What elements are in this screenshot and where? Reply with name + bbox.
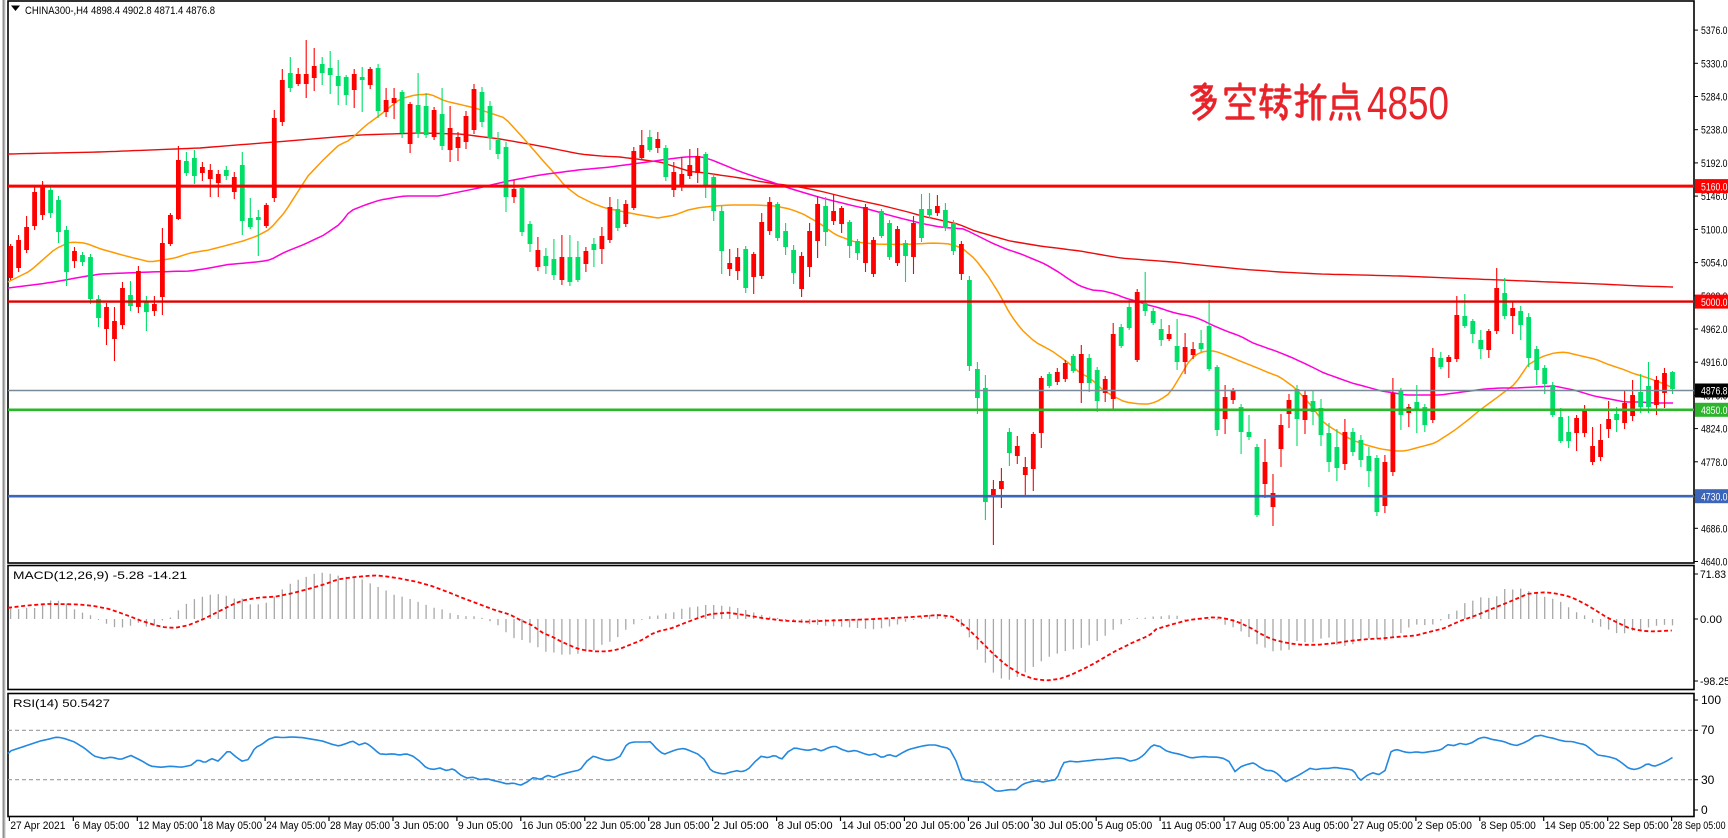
- svg-text:71.83: 71.83: [1700, 569, 1726, 581]
- svg-text:9 Jun 05:00: 9 Jun 05:00: [458, 820, 513, 832]
- svg-text:22 Jun 05:00: 22 Jun 05:00: [586, 820, 646, 832]
- svg-text:0: 0: [1701, 803, 1708, 817]
- svg-text:8 Sep 05:00: 8 Sep 05:00: [1481, 820, 1536, 832]
- svg-text:27 Apr 2021: 27 Apr 2021: [10, 820, 65, 832]
- svg-text:5192.0: 5192.0: [1701, 158, 1728, 170]
- svg-text:70: 70: [1701, 723, 1715, 737]
- svg-text:24 May 05:00: 24 May 05:00: [266, 820, 326, 832]
- svg-text:0.00: 0.00: [1700, 614, 1722, 626]
- svg-text:22 Sep 05:00: 22 Sep 05:00: [1609, 820, 1669, 832]
- svg-text:CHINA300-,H4 4898.4 4902.8 48: CHINA300-,H4 4898.4 4902.8 4871.4 4876.8: [25, 5, 215, 17]
- svg-text:17 Aug 05:00: 17 Aug 05:00: [1225, 820, 1285, 832]
- svg-text:4850.0: 4850.0: [1701, 405, 1728, 417]
- svg-text:5100.0: 5100.0: [1701, 224, 1728, 236]
- svg-text:4686.0: 4686.0: [1701, 523, 1728, 535]
- svg-text:8 Jul 05:00: 8 Jul 05:00: [778, 820, 833, 832]
- svg-text:18 May 05:00: 18 May 05:00: [202, 820, 262, 832]
- svg-text:4850: 4850: [1367, 77, 1449, 129]
- svg-text:20 Jul 05:00: 20 Jul 05:00: [905, 820, 965, 832]
- svg-text:-98.25: -98.25: [1700, 676, 1728, 688]
- svg-text:5284.0: 5284.0: [1701, 92, 1728, 104]
- svg-text:5376.0: 5376.0: [1701, 25, 1728, 37]
- svg-text:28 Sep 05:00: 28 Sep 05:00: [1673, 820, 1726, 832]
- svg-text:11 Aug 05:00: 11 Aug 05:00: [1161, 820, 1221, 832]
- svg-text:4640.0: 4640.0: [1701, 557, 1728, 569]
- svg-text:26 Jul 05:00: 26 Jul 05:00: [969, 820, 1029, 832]
- svg-text:23 Aug 05:00: 23 Aug 05:00: [1289, 820, 1349, 832]
- svg-text:4778.0: 4778.0: [1701, 457, 1728, 469]
- svg-text:4824.0: 4824.0: [1701, 424, 1728, 436]
- svg-text:30: 30: [1701, 773, 1715, 787]
- svg-text:6 May 05:00: 6 May 05:00: [74, 820, 129, 832]
- svg-text:5330.0: 5330.0: [1701, 58, 1728, 70]
- svg-text:14 Jul 05:00: 14 Jul 05:00: [842, 820, 902, 832]
- svg-text:5054.0: 5054.0: [1701, 258, 1728, 270]
- svg-text:12 May 05:00: 12 May 05:00: [138, 820, 198, 832]
- svg-text:5146.0: 5146.0: [1701, 191, 1728, 203]
- svg-text:2 Jul 05:00: 2 Jul 05:00: [714, 820, 769, 832]
- svg-text:5238.0: 5238.0: [1701, 125, 1728, 137]
- svg-text:4876.8: 4876.8: [1701, 386, 1728, 398]
- svg-text:4962.0: 4962.0: [1701, 324, 1728, 336]
- svg-text:5 Aug 05:00: 5 Aug 05:00: [1097, 820, 1152, 832]
- svg-text:30 Jul 05:00: 30 Jul 05:00: [1033, 820, 1093, 832]
- svg-text:4916.0: 4916.0: [1701, 357, 1728, 369]
- svg-text:5160.0: 5160.0: [1701, 181, 1728, 193]
- svg-text:5000.0: 5000.0: [1701, 297, 1728, 309]
- svg-text:RSI(14) 50.5427: RSI(14) 50.5427: [13, 698, 110, 710]
- svg-text:14 Sep 05:00: 14 Sep 05:00: [1545, 820, 1605, 832]
- svg-text:28 May 05:00: 28 May 05:00: [330, 820, 390, 832]
- svg-text:100: 100: [1701, 693, 1721, 707]
- svg-text:MACD(12,26,9) -5.28 -14.21: MACD(12,26,9) -5.28 -14.21: [13, 570, 187, 582]
- svg-text:16 Jun 05:00: 16 Jun 05:00: [522, 820, 582, 832]
- svg-text:3 Jun 05:00: 3 Jun 05:00: [394, 820, 449, 832]
- svg-text:27 Aug 05:00: 27 Aug 05:00: [1353, 820, 1413, 832]
- svg-text:28 Jun 05:00: 28 Jun 05:00: [650, 820, 710, 832]
- svg-text:2 Sep 05:00: 2 Sep 05:00: [1417, 820, 1472, 832]
- svg-text:4730.0: 4730.0: [1701, 491, 1728, 503]
